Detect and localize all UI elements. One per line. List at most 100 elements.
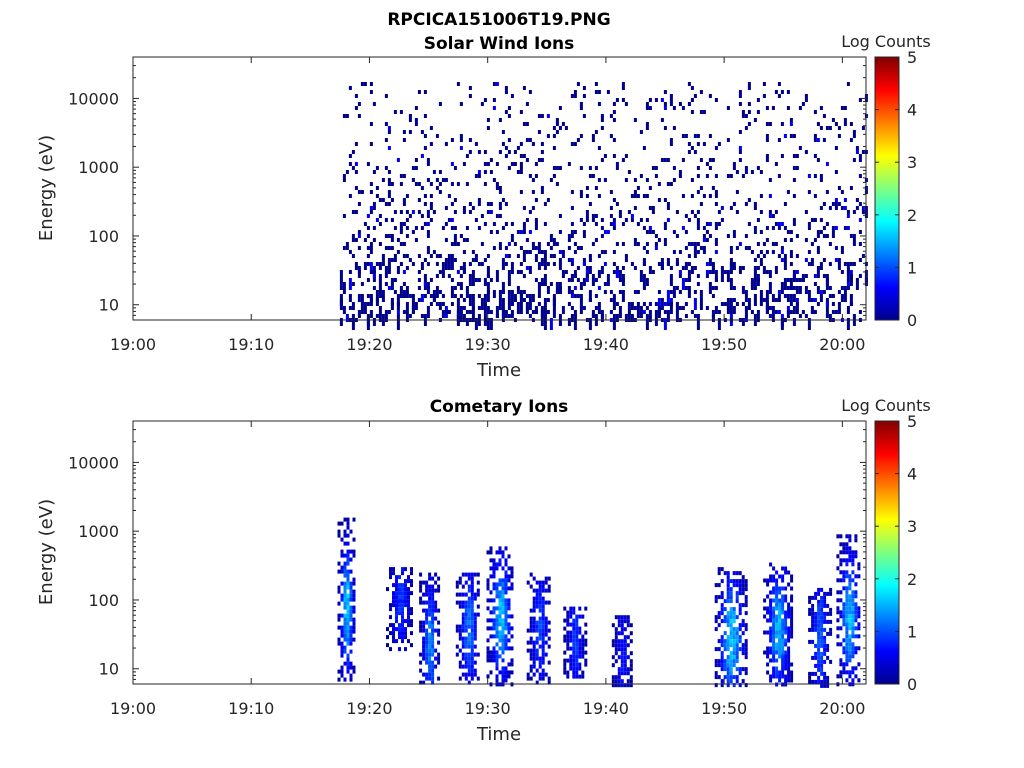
heatmap-cell bbox=[420, 314, 424, 318]
heatmap-cell bbox=[459, 274, 463, 278]
heatmap-cell bbox=[600, 118, 604, 122]
heatmap-cell bbox=[569, 614, 573, 619]
heatmap-cell bbox=[563, 626, 567, 631]
heatmap-cell bbox=[342, 246, 346, 250]
heatmap-cell bbox=[843, 298, 847, 302]
heatmap-cell bbox=[775, 674, 779, 679]
heatmap-cell bbox=[531, 142, 535, 146]
heatmap-cell bbox=[855, 198, 859, 202]
heatmap-cell bbox=[699, 290, 703, 302]
heatmap-cell bbox=[419, 588, 423, 593]
heatmap-cell bbox=[549, 238, 553, 242]
heatmap-cell bbox=[390, 234, 394, 238]
heatmap-cell bbox=[753, 258, 757, 262]
heatmap-cell bbox=[558, 266, 562, 270]
heatmap-cell bbox=[846, 318, 850, 330]
heatmap-cell bbox=[820, 679, 824, 684]
heatmap-cell bbox=[780, 290, 784, 294]
heatmap-cell bbox=[627, 170, 631, 174]
heatmap-cell bbox=[726, 643, 730, 648]
heatmap-cell bbox=[453, 294, 457, 298]
heatmap-cell bbox=[762, 254, 766, 258]
heatmap-cell bbox=[425, 592, 429, 597]
heatmap-cell bbox=[501, 550, 505, 555]
heatmap-cell bbox=[744, 202, 748, 206]
heatmap-cell bbox=[549, 178, 553, 182]
heatmap-cell bbox=[817, 635, 821, 640]
heatmap-cell bbox=[842, 570, 846, 575]
heatmap-cell bbox=[594, 166, 598, 170]
heatmap-cell bbox=[346, 525, 350, 530]
heatmap-cell bbox=[778, 598, 782, 603]
heatmap-cell bbox=[360, 294, 364, 306]
heatmap-cell bbox=[854, 590, 858, 595]
heatmap-cell bbox=[630, 194, 634, 198]
heatmap-cell bbox=[504, 618, 508, 623]
heatmap-cell bbox=[570, 258, 574, 262]
heatmap-cell bbox=[544, 640, 548, 645]
heatmap-cell bbox=[441, 302, 445, 306]
heatmap-cell bbox=[795, 166, 799, 170]
heatmap-cell bbox=[612, 250, 616, 254]
heatmap-cell bbox=[588, 318, 592, 330]
heatmap-cell bbox=[480, 214, 484, 218]
heatmap-cell bbox=[651, 210, 655, 214]
heatmap-cell bbox=[474, 318, 478, 330]
heatmap-cell bbox=[386, 627, 389, 632]
heatmap-cell bbox=[461, 652, 465, 657]
heatmap-cell bbox=[395, 615, 398, 620]
heatmap-cell bbox=[431, 680, 435, 685]
heatmap-cell bbox=[597, 274, 601, 278]
heatmap-cell bbox=[464, 616, 468, 621]
heatmap-cell bbox=[822, 202, 826, 206]
heatmap-cell bbox=[498, 606, 502, 611]
heatmap-cell bbox=[778, 670, 782, 675]
y-tick-label: 10 bbox=[99, 660, 119, 679]
heatmap-cell bbox=[510, 234, 514, 238]
heatmap-cell bbox=[395, 599, 398, 604]
heatmap-cell bbox=[852, 242, 856, 246]
heatmap-cell bbox=[753, 202, 757, 206]
heatmap-cell bbox=[786, 230, 790, 234]
heatmap-cell bbox=[369, 210, 373, 214]
heatmap-cell bbox=[426, 306, 430, 318]
heatmap-cell bbox=[470, 632, 474, 637]
heatmap-cell bbox=[591, 274, 595, 282]
heatmap-cell bbox=[441, 266, 445, 278]
heatmap-cell bbox=[369, 270, 373, 274]
heatmap-cell bbox=[437, 576, 441, 581]
heatmap-cell bbox=[537, 158, 541, 162]
heatmap-cell bbox=[747, 198, 751, 202]
heatmap-cell bbox=[447, 310, 451, 314]
heatmap-cell bbox=[726, 647, 730, 652]
heatmap-cell bbox=[535, 604, 539, 609]
heatmap-cell bbox=[528, 314, 532, 318]
heatmap-cell bbox=[477, 174, 481, 178]
heatmap-cell bbox=[428, 652, 432, 657]
heatmap-cell bbox=[352, 589, 356, 594]
heatmap-cell bbox=[492, 558, 496, 563]
heatmap-cell bbox=[621, 290, 625, 302]
heatmap-cell bbox=[346, 637, 350, 642]
heatmap-cell bbox=[428, 668, 432, 673]
heatmap-cell bbox=[534, 258, 538, 262]
heatmap-cell bbox=[842, 618, 846, 623]
heatmap-cell bbox=[772, 578, 776, 583]
heatmap-cell bbox=[473, 572, 477, 577]
heatmap-cell bbox=[434, 604, 438, 609]
heatmap-cell bbox=[381, 294, 385, 298]
heatmap-cell bbox=[566, 646, 570, 651]
heatmap-cell bbox=[337, 561, 341, 566]
heatmap-cell bbox=[399, 222, 403, 226]
heatmap-cell bbox=[772, 674, 776, 679]
heatmap-cell bbox=[726, 671, 730, 676]
heatmap-cell bbox=[384, 246, 388, 250]
heatmap-cell bbox=[787, 662, 791, 667]
heatmap-cell bbox=[837, 134, 841, 138]
heatmap-cell bbox=[486, 162, 490, 166]
heatmap-cell bbox=[366, 278, 370, 282]
heatmap-cell bbox=[711, 266, 715, 270]
heatmap-cell bbox=[778, 586, 782, 591]
heatmap-cell bbox=[717, 222, 721, 226]
heatmap-cell bbox=[857, 562, 861, 567]
